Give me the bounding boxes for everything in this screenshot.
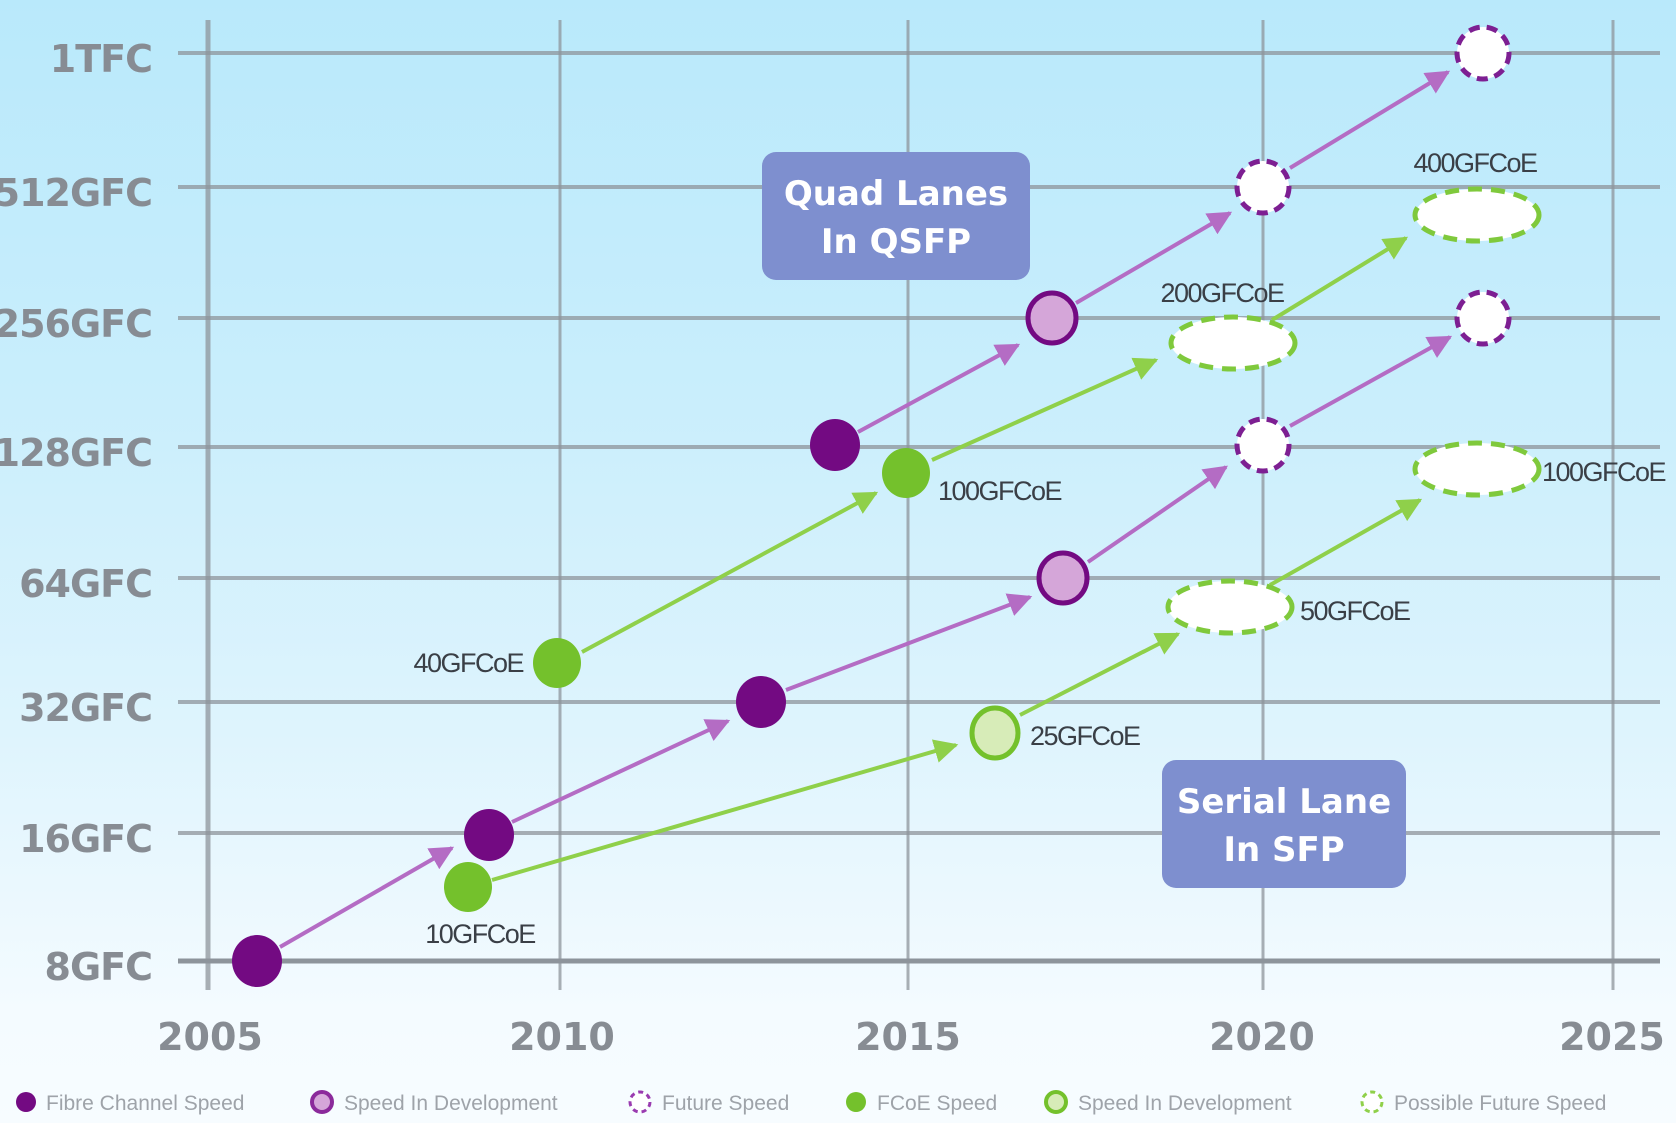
point-100gfcoe-future <box>1412 440 1542 498</box>
fc-arrows <box>279 70 1453 949</box>
svg-text:FCoE Speed: FCoE Speed <box>877 1092 997 1115</box>
legend-item-fc-future: Future Speed <box>628 1090 789 1115</box>
legend-item-fcoe-speed: FCoE Speed <box>846 1092 997 1115</box>
svg-text:Possible Future Speed: Possible Future Speed <box>1394 1092 1606 1115</box>
point-400gfcoe-future <box>1412 186 1542 244</box>
serial-lane-box: Serial Lane In SFP <box>1162 760 1406 888</box>
dashed-green-circle-icon <box>1360 1090 1384 1114</box>
quad-lanes-box: Quad Lanes In QSFP <box>762 152 1030 280</box>
svg-text:Speed In Development: Speed In Development <box>1078 1092 1292 1115</box>
serial-box-line1: Serial Lane <box>1177 782 1391 822</box>
label-40gfcoe: 40GFCoE <box>413 648 523 678</box>
fc-speed-points <box>232 419 860 987</box>
fcoe-future-points <box>1165 186 1542 636</box>
point-256gfc-future <box>1454 289 1512 347</box>
point-25gfcoe-dev <box>969 705 1021 761</box>
point-32gfc <box>736 676 786 728</box>
point-512gfc-future <box>1234 158 1292 216</box>
filled-purple-circle-icon <box>16 1092 36 1112</box>
y-label-512gfc: 512GFC <box>0 171 152 215</box>
x-label-2020: 2020 <box>1209 1015 1315 1059</box>
filled-green-circle-icon <box>846 1092 866 1112</box>
serial-box-line2: In SFP <box>1223 830 1344 870</box>
quad-box-line1: Quad Lanes <box>784 174 1008 214</box>
dashed-purple-circle-icon <box>628 1090 652 1114</box>
fcoe-speed-points <box>444 448 930 912</box>
point-64gfc-dev <box>1036 550 1090 606</box>
x-label-2015: 2015 <box>855 1015 961 1059</box>
point-128gfc <box>810 419 860 471</box>
point-1tfc-future <box>1454 24 1512 82</box>
svg-text:Fibre Channel Speed: Fibre Channel Speed <box>46 1092 244 1115</box>
y-label-128gfc: 128GFC <box>0 431 152 475</box>
label-25gfcoe: 25GFCoE <box>1030 721 1140 751</box>
point-40gfcoe <box>533 638 581 688</box>
point-256gfc-dev <box>1025 290 1079 346</box>
label-200gfcoe: 200GFCoE <box>1160 278 1284 308</box>
x-label-2025: 2025 <box>1559 1015 1665 1059</box>
point-8gfc <box>232 935 282 987</box>
legend-item-fc-dev: Speed In Development <box>310 1090 558 1115</box>
fc-future-points <box>1234 24 1512 474</box>
label-100gfcoe-2015: 100GFCoE <box>938 476 1062 506</box>
legend-item-fcoe-future: Possible Future Speed <box>1360 1090 1606 1115</box>
fcoe-arrows <box>491 236 1423 882</box>
horizontal-gridlines <box>178 51 1660 835</box>
legend: Fibre Channel Speed Speed In Development… <box>16 1090 1606 1115</box>
y-label-32gfc: 32GFC <box>19 686 152 730</box>
outlined-green-circle-icon <box>1044 1090 1068 1114</box>
y-axis-labels: 1TFC 512GFC 256GFC 128GFC 64GFC 32GFC 16… <box>0 37 153 989</box>
point-200gfcoe-future <box>1168 314 1298 372</box>
svg-text:Future Speed: Future Speed <box>662 1092 789 1115</box>
point-100gfcoe-2015 <box>882 448 930 498</box>
point-10gfcoe <box>444 862 492 912</box>
label-400gfcoe: 400GFCoE <box>1413 148 1537 178</box>
legend-item-fc-speed: Fibre Channel Speed <box>16 1092 244 1115</box>
label-100gfcoe-2023: 100GFCoE <box>1542 457 1666 487</box>
svg-text:Speed In Development: Speed In Development <box>344 1092 558 1115</box>
point-16gfc <box>464 809 514 861</box>
y-label-1tfc: 1TFC <box>50 37 152 81</box>
label-50gfcoe: 50GFCoE <box>1300 596 1410 626</box>
label-10gfcoe: 10GFCoE <box>425 919 535 949</box>
x-axis-labels: 2005 2010 2015 2020 2025 <box>157 1015 1665 1059</box>
quad-box-line2: In QSFP <box>821 222 971 262</box>
fc-dev-points <box>1025 290 1090 606</box>
y-label-16gfc: 16GFC <box>19 817 152 861</box>
x-label-2005: 2005 <box>157 1015 263 1059</box>
y-label-256gfc: 256GFC <box>0 302 152 346</box>
legend-item-fcoe-dev: Speed In Development <box>1044 1090 1292 1115</box>
point-labels: 10GFCoE 40GFCoE 100GFCoE 25GFCoE 50GFCoE… <box>413 148 1667 949</box>
y-label-8gfc: 8GFC <box>45 945 152 989</box>
point-50gfcoe-future <box>1165 578 1295 636</box>
x-label-2010: 2010 <box>509 1015 615 1059</box>
point-128gfc-future <box>1234 416 1292 474</box>
y-label-64gfc: 64GFC <box>19 562 152 606</box>
outlined-purple-circle-icon <box>310 1090 334 1114</box>
